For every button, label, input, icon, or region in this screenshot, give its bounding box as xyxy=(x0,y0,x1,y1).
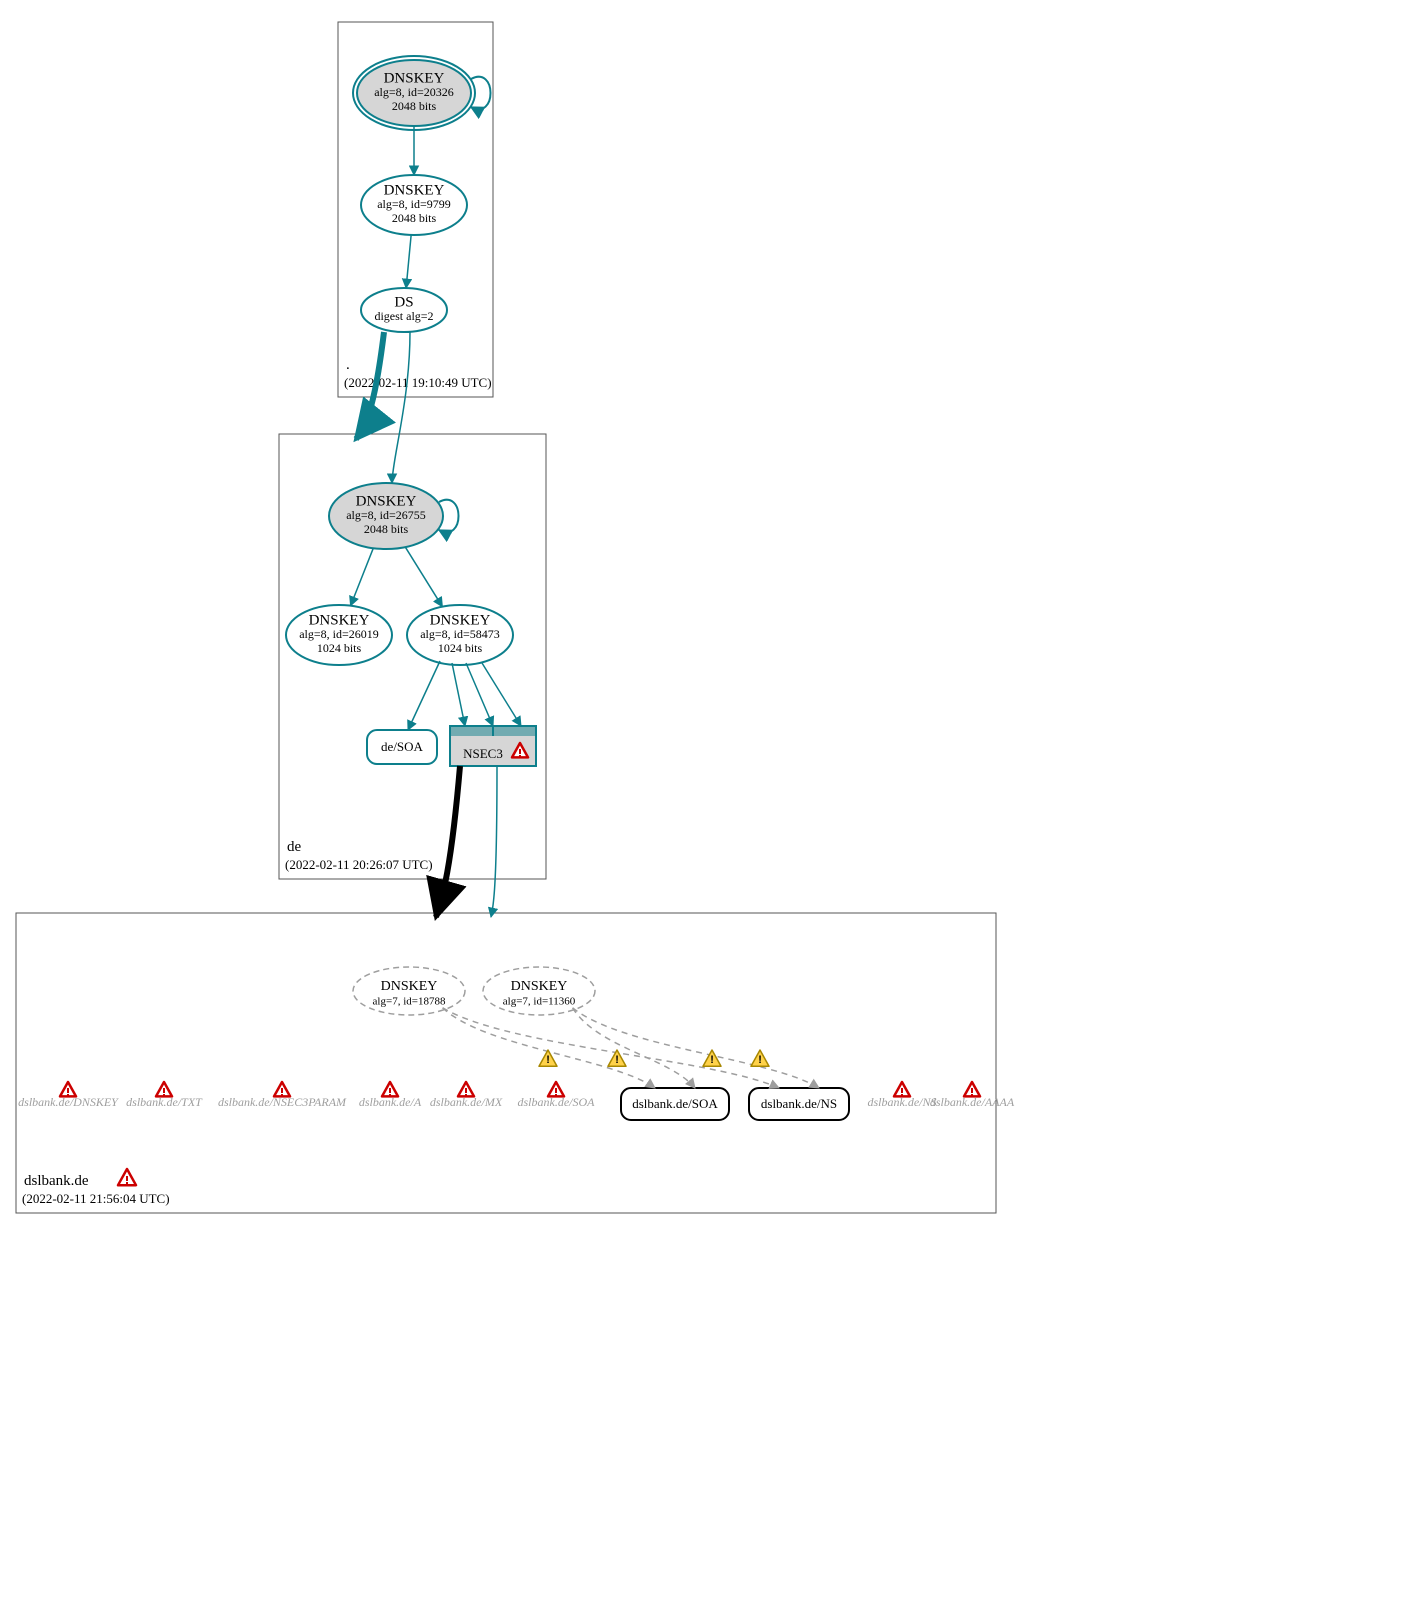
svg-text:1024 bits: 1024 bits xyxy=(438,641,483,655)
node-de_nsec3: NSEC3 xyxy=(450,726,536,766)
error-icon xyxy=(118,1169,136,1185)
svg-text:!: ! xyxy=(758,1054,762,1066)
svg-text:dslbank.de/NS: dslbank.de/NS xyxy=(761,1096,837,1111)
svg-text:1024 bits: 1024 bits xyxy=(317,641,362,655)
svg-text:2048 bits: 2048 bits xyxy=(392,211,437,225)
edge xyxy=(351,548,374,606)
edge-ds-to-de-ksk xyxy=(392,332,410,483)
node-de_ksk: DNSKEYalg=8, id=267552048 bits xyxy=(329,483,459,549)
zone-timestamp-root: (2022-02-11 19:10:49 UTC) xyxy=(344,375,492,390)
ghost-record: dslbank.de/SOA xyxy=(518,1095,596,1109)
ghost-record: dslbank.de/NS xyxy=(868,1095,937,1109)
svg-text:2048 bits: 2048 bits xyxy=(364,522,409,536)
zone-box-dslbank xyxy=(16,913,996,1213)
svg-text:alg=7, id=11360: alg=7, id=11360 xyxy=(503,996,576,1008)
ghost-record: dslbank.de/TXT xyxy=(126,1095,203,1109)
ghost-record: dslbank.de/AAAA xyxy=(930,1095,1015,1109)
node-dsl_ns_solid: dslbank.de/NS xyxy=(749,1088,849,1120)
svg-text:dslbank.de/SOA: dslbank.de/SOA xyxy=(632,1096,718,1111)
svg-text:!: ! xyxy=(710,1054,714,1066)
warning-icon: ! xyxy=(703,1050,721,1066)
svg-text:!: ! xyxy=(615,1054,619,1066)
zone-label-de: de xyxy=(287,839,302,855)
node-de_zsk2: DNSKEYalg=8, id=584731024 bits xyxy=(407,605,513,665)
node-dsl_key1: DNSKEY alg=7, id=18788 xyxy=(353,967,465,1015)
svg-text:alg=8, id=26755: alg=8, id=26755 xyxy=(346,508,426,522)
svg-text:alg=7, id=18788: alg=7, id=18788 xyxy=(373,996,446,1008)
edge xyxy=(482,663,521,726)
warning-icon: ! xyxy=(751,1050,769,1066)
zone-timestamp-de: (2022-02-11 20:26:07 UTC) xyxy=(285,857,433,872)
edge xyxy=(466,663,493,726)
node-dsl_key2: DNSKEY alg=7, id=11360 xyxy=(483,967,595,1015)
svg-text:alg=8, id=9799: alg=8, id=9799 xyxy=(377,197,451,211)
svg-text:2048 bits: 2048 bits xyxy=(392,99,437,113)
svg-text:NSEC3: NSEC3 xyxy=(463,746,503,761)
edge xyxy=(452,663,465,726)
node-root_ksk: DNSKEYalg=8, id=203262048 bits xyxy=(353,56,491,130)
svg-text:alg=8, id=58473: alg=8, id=58473 xyxy=(420,627,500,641)
svg-text:de/SOA: de/SOA xyxy=(381,739,424,754)
svg-text:DNSKEY: DNSKEY xyxy=(381,979,438,994)
ghost-record: dslbank.de/MX xyxy=(430,1095,503,1109)
edge-nsec3-to-dslbank xyxy=(491,766,497,917)
node-dsl_soa_solid: dslbank.de/SOA xyxy=(621,1088,729,1120)
ghost-record: dslbank.de/A xyxy=(359,1095,422,1109)
ghost-record: dslbank.de/NSEC3PARAM xyxy=(218,1095,347,1109)
edge-ghost xyxy=(443,1008,655,1088)
node-de_zsk1: DNSKEYalg=8, id=260191024 bits xyxy=(286,605,392,665)
node-root_zsk: DNSKEYalg=8, id=97992048 bits xyxy=(361,175,467,235)
svg-text:digest alg=2: digest alg=2 xyxy=(374,309,433,323)
edge xyxy=(406,235,411,288)
svg-text:alg=8, id=20326: alg=8, id=20326 xyxy=(374,85,454,99)
svg-text:DNSKEY: DNSKEY xyxy=(511,979,568,994)
zone-label-dslbank: dslbank.de xyxy=(24,1173,89,1189)
edge xyxy=(405,547,442,607)
edge xyxy=(408,661,440,730)
edge-ghost xyxy=(443,1008,779,1088)
edge-de-to-dslbank-zone xyxy=(436,766,460,917)
svg-text:alg=8, id=26019: alg=8, id=26019 xyxy=(299,627,379,641)
warning-icon: ! xyxy=(608,1050,626,1066)
node-de_soa: de/SOA xyxy=(367,730,437,764)
node-root_ds: DSdigest alg=2 xyxy=(361,288,447,332)
svg-text:!: ! xyxy=(546,1054,550,1066)
zone-timestamp-dslbank: (2022-02-11 21:56:04 UTC) xyxy=(22,1191,170,1206)
ghost-record: dslbank.de/DNSKEY xyxy=(18,1095,119,1109)
zone-label-root: . xyxy=(346,357,350,373)
edge-ghost xyxy=(573,1008,819,1088)
